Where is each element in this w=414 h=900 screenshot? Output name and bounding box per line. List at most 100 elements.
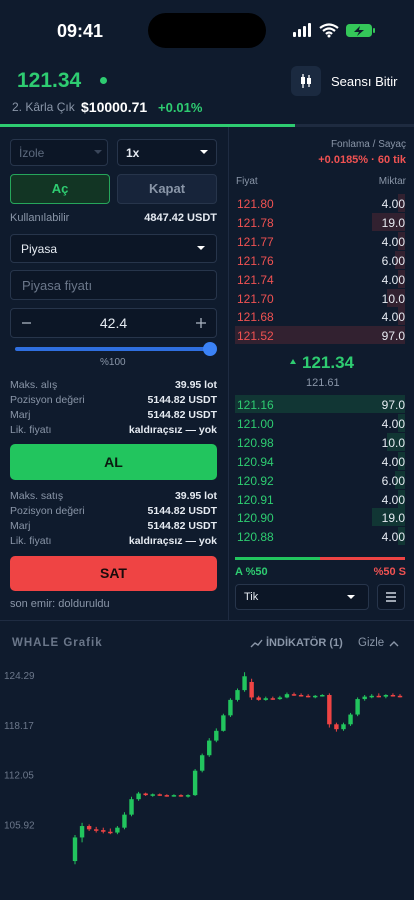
tick-select-label: Tik	[244, 591, 259, 603]
slider-label: %100	[100, 357, 126, 368]
progress-fill	[0, 124, 295, 127]
y-tick-label: 118.17	[4, 721, 34, 732]
candle-body	[291, 694, 297, 696]
candle-body	[334, 724, 339, 730]
open-tab[interactable]: Aç	[10, 174, 110, 204]
indicator-button[interactable]: İNDİKATÖR (1)	[266, 637, 343, 649]
info-label: Maks. satış	[10, 490, 64, 502]
book-price: 120.94	[237, 454, 274, 469]
candle-body	[369, 695, 374, 698]
panel-divider	[228, 127, 229, 620]
leverage-select[interactable]: 1x	[117, 139, 217, 166]
book-price: 120.88	[237, 530, 274, 545]
margin-chevron	[94, 150, 102, 154]
book-amount: 4.00	[381, 530, 405, 545]
y-tick-label: 124.29	[4, 671, 35, 682]
candle-body	[207, 740, 212, 756]
tick-select[interactable]: Tik	[235, 584, 369, 610]
info-label: Pozisyon değeri	[10, 505, 85, 517]
hide-button[interactable]: Gizle	[358, 637, 385, 649]
candle-body	[383, 695, 389, 697]
candle-body	[79, 826, 85, 838]
margin-mode-select[interactable]: İzole	[10, 139, 108, 166]
depth-bar	[398, 231, 405, 250]
slider-knob[interactable]	[203, 342, 217, 356]
buy-button[interactable]: AL	[10, 444, 217, 480]
candle-body	[143, 793, 148, 796]
book-amount: 4.00	[381, 272, 405, 287]
close-tab[interactable]: Kapat	[117, 174, 217, 204]
candle-body	[122, 814, 127, 828]
chart-title: WHALE Grafik	[12, 637, 103, 649]
end-session-button[interactable]: Seansı Bitir	[331, 74, 398, 89]
order-type-chevron	[197, 246, 205, 250]
candle-body	[164, 795, 170, 797]
info-label: Lik. fiyatı	[10, 424, 52, 436]
price-placeholder: Piyasa fiyatı	[22, 278, 93, 293]
book-layout-button[interactable]	[377, 584, 405, 610]
price-input[interactable]: Piyasa fiyatı	[10, 270, 217, 300]
order-type: Piyasa	[21, 242, 58, 256]
amount-column: Miktar	[378, 176, 406, 187]
candle-body	[221, 715, 226, 731]
book-amount: 4.00	[381, 310, 405, 325]
leverage-chevron	[200, 150, 208, 154]
book-amount: 6.00	[381, 253, 405, 268]
quantity-input[interactable]: 42.4	[10, 308, 217, 338]
available-value: 4847.42 USDT	[144, 212, 217, 224]
info-value: 5144.82 USDT	[147, 394, 217, 406]
candle-body	[376, 695, 382, 698]
depth-bar	[398, 307, 405, 326]
info-value: 39.95 lot	[174, 379, 217, 391]
book-price: 121.68	[237, 310, 274, 325]
header-balance: $10000.71	[81, 99, 148, 115]
candle-body	[150, 794, 155, 796]
depth-bar	[394, 250, 405, 269]
book-price: 121.52	[237, 329, 274, 344]
ratio-buy: A %50	[235, 566, 268, 578]
book-price: 121.70	[237, 291, 274, 306]
candle-body	[256, 697, 261, 700]
funding-label: Fonlama / Sayaç	[330, 139, 406, 150]
increase-button[interactable]	[196, 318, 206, 328]
header-subtitle: 2. Kârla Çık	[12, 100, 75, 114]
sell-button[interactable]: SAT	[10, 556, 217, 591]
candle-body	[192, 770, 198, 796]
candle-body	[214, 730, 219, 741]
last-order: son emir: dolduruldu	[10, 598, 110, 610]
book-price: 121.80	[237, 197, 274, 211]
candle-chart: 124.29 118.17 112.05 105.92	[4, 671, 403, 865]
header-change: +0.01%	[158, 100, 203, 115]
chart-toggle-button[interactable]	[291, 66, 321, 96]
candle-body	[185, 795, 191, 797]
up-arrow	[290, 359, 296, 364]
candle-body	[178, 795, 184, 797]
depth-bar	[371, 212, 405, 231]
depth-bar	[235, 395, 405, 413]
depth-bar	[235, 326, 405, 345]
candle-body	[341, 724, 346, 730]
candle-body	[355, 699, 360, 715]
depth-bar	[398, 527, 405, 546]
candle-body	[235, 690, 240, 700]
book-amount: 4.00	[381, 492, 405, 507]
depth-bar	[394, 470, 405, 489]
tick-chevron	[347, 595, 355, 599]
status-icons	[293, 23, 375, 38]
candle-body	[115, 827, 120, 833]
candle-body	[327, 695, 332, 725]
quantity: 42.4	[99, 315, 128, 331]
info-label: Lik. fiyatı	[10, 535, 52, 547]
book-amount: 10.0	[381, 291, 405, 306]
leverage: 1x	[126, 146, 140, 160]
candle-body	[298, 695, 304, 697]
candle-body	[129, 799, 134, 815]
order-type-select[interactable]: Piyasa	[10, 234, 217, 263]
info-value: 5144.82 USDT	[147, 520, 217, 532]
book-price: 121.00	[237, 416, 274, 431]
candle-body	[101, 830, 106, 832]
candle-body	[277, 697, 283, 700]
